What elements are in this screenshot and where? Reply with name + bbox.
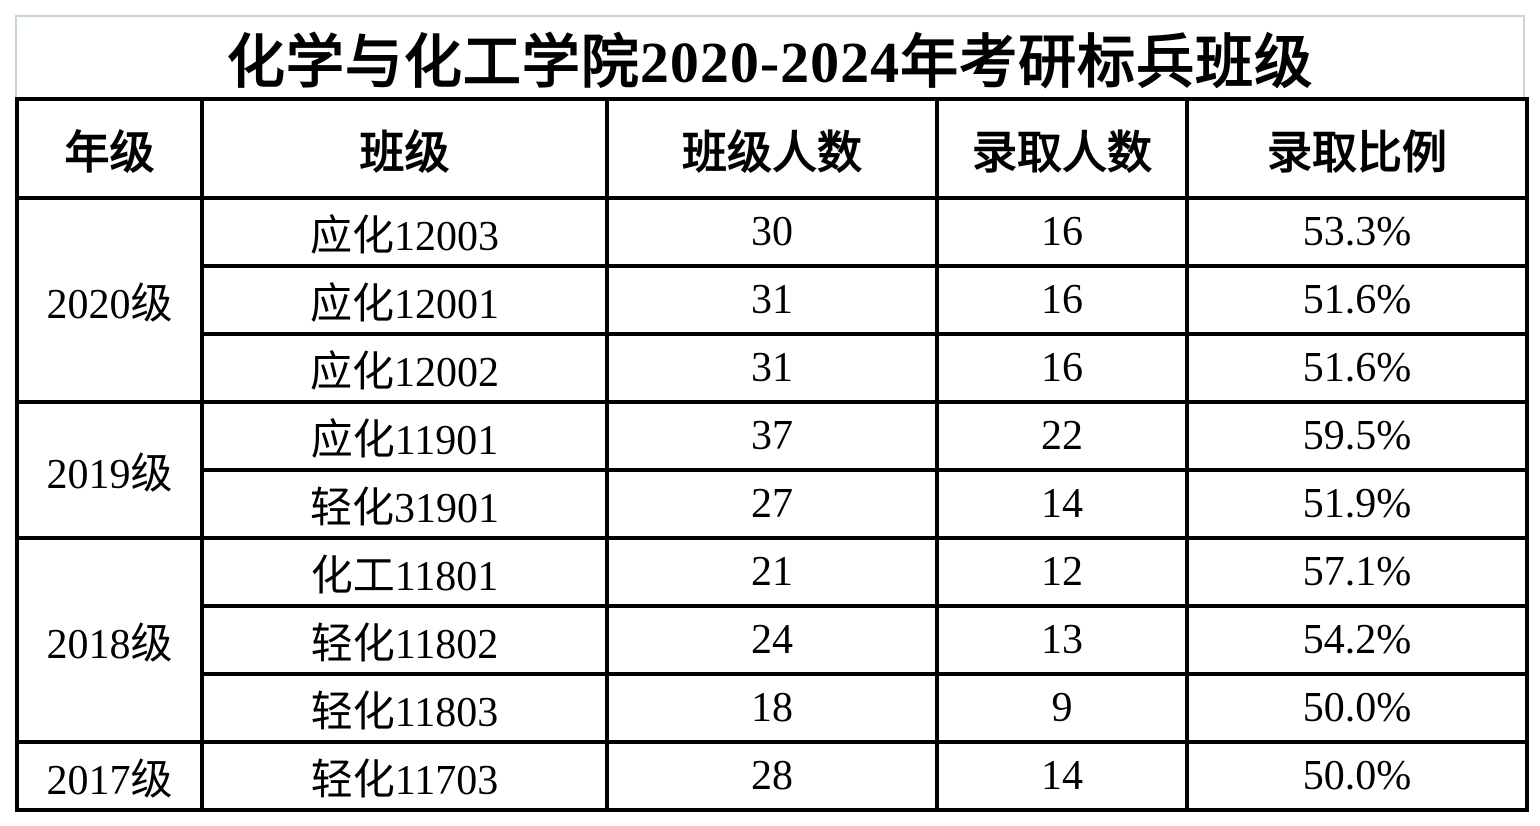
table-header: 年级 班级 班级人数 录取人数 录取比例 xyxy=(15,97,1529,200)
table-row: 2020级 应化12003 30 16 53.3% xyxy=(15,196,1529,404)
admitted-count-cell: 16 xyxy=(935,264,1189,336)
grade-cell: 2019级 xyxy=(15,400,204,540)
class-name-cell: 应化12003 xyxy=(200,196,609,268)
table-title: 化学与化工学院2020-2024年考研标兵班级 xyxy=(15,15,1525,97)
grade-cell: 2020级 xyxy=(15,196,204,404)
admission-ratio-cell: 51.6% xyxy=(1185,264,1529,336)
class-name-cell: 轻化11803 xyxy=(200,672,609,744)
admission-ratio-cell: 53.3% xyxy=(1185,196,1529,268)
class-name-cell: 应化11901 xyxy=(200,400,609,472)
table-row: 2018级 化工11801 21 12 57.1% xyxy=(15,536,1529,744)
admitted-count-cell: 9 xyxy=(935,672,1189,744)
class-size-cell: 27 xyxy=(605,468,939,540)
admitted-count-cell: 12 xyxy=(935,536,1189,608)
grade-cell: 2018级 xyxy=(15,536,204,744)
class-name-cell: 轻化11703 xyxy=(200,740,609,812)
admission-ratio-cell: 54.2% xyxy=(1185,604,1529,676)
class-size-cell: 31 xyxy=(605,332,939,404)
class-size-cell: 24 xyxy=(605,604,939,676)
class-size-cell: 21 xyxy=(605,536,939,608)
table-row: 轻化11802 24 13 54.2% xyxy=(17,604,1529,676)
admitted-count-cell: 16 xyxy=(935,196,1189,268)
admission-ratio-cell: 50.0% xyxy=(1185,672,1529,744)
table-row: 应化12001 31 16 51.6% xyxy=(17,264,1529,336)
class-name-cell: 应化12002 xyxy=(200,332,609,404)
class-name-cell: 应化12001 xyxy=(200,264,609,336)
class-size-cell: 28 xyxy=(605,740,939,812)
col-header-admitted: 录取人数 xyxy=(935,97,1189,200)
admitted-count-cell: 22 xyxy=(935,400,1189,472)
col-header-ratio: 录取比例 xyxy=(1185,97,1529,200)
admitted-count-cell: 14 xyxy=(935,468,1189,540)
class-name-cell: 化工11801 xyxy=(200,536,609,608)
grade-cell: 2017级 xyxy=(15,740,204,812)
admission-ratio-cell: 57.1% xyxy=(1185,536,1529,608)
class-size-cell: 18 xyxy=(605,672,939,744)
table-row: 2019级 应化11901 37 22 59.5% xyxy=(15,400,1529,540)
class-size-cell: 37 xyxy=(605,400,939,472)
admission-ratio-cell: 51.9% xyxy=(1185,468,1529,540)
table-row: 轻化31901 27 14 51.9% xyxy=(17,468,1529,540)
class-name-cell: 轻化11802 xyxy=(200,604,609,676)
table-row: 2017级 轻化11703 28 14 50.0% xyxy=(15,740,1529,812)
admission-ratio-cell: 50.0% xyxy=(1185,740,1529,812)
admitted-count-cell: 14 xyxy=(935,740,1189,812)
class-name-cell: 轻化31901 xyxy=(200,468,609,540)
admission-ratio-cell: 59.5% xyxy=(1185,400,1529,472)
table-row: 轻化11803 18 9 50.0% xyxy=(17,672,1529,744)
class-size-cell: 30 xyxy=(605,196,939,268)
header-row: 年级 班级 班级人数 录取人数 录取比例 xyxy=(15,97,1529,200)
col-header-grade: 年级 xyxy=(15,97,204,200)
col-header-class-size: 班级人数 xyxy=(605,97,939,200)
col-header-class: 班级 xyxy=(200,97,609,200)
spreadsheet-area: 化学与化工学院2020-2024年考研标兵班级 年级 班级 班级人数 录取人数 … xyxy=(15,15,1529,812)
admissions-table: 年级 班级 班级人数 录取人数 录取比例 2020级 应化12003 30 16 53.… xyxy=(15,97,1529,812)
table-row: 应化12002 31 16 51.6% xyxy=(17,332,1529,404)
class-size-cell: 31 xyxy=(605,264,939,336)
admitted-count-cell: 16 xyxy=(935,332,1189,404)
admitted-count-cell: 13 xyxy=(935,604,1189,676)
table-body: 2020级 应化12003 30 16 53.3% 应化12001 31 16 51.6% 应化1… xyxy=(15,196,1529,812)
admission-ratio-cell: 51.6% xyxy=(1185,332,1529,404)
